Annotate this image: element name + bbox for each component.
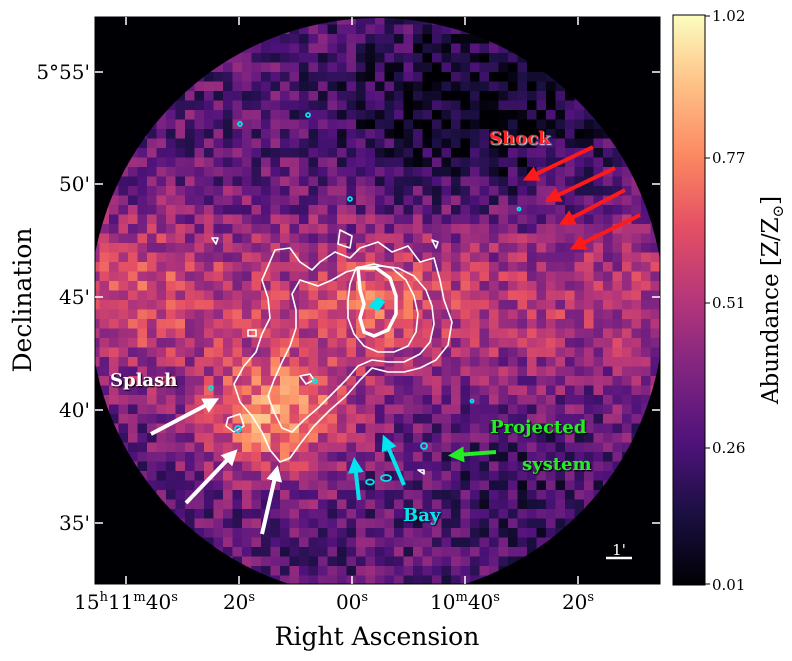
- shock-arrow-2: [544, 166, 616, 202]
- contour-blob-5: [247, 329, 257, 337]
- y-tick-label: 5°55': [36, 60, 90, 84]
- abundance-pixel-map: [95, 18, 660, 584]
- x-tick-labels: 15h11m40s 20s 00s 10m40s 20s: [74, 590, 594, 614]
- xray-contours: [211, 229, 453, 475]
- projected-label-line1: Projected: [490, 417, 587, 438]
- x-axis-title: Right Ascension: [275, 622, 480, 651]
- colorbar-tick-label: 0.77: [712, 149, 745, 167]
- colorbar-tick-label: 1.02: [712, 7, 745, 25]
- y-tick-label: 35': [59, 511, 90, 535]
- contour-outer: [233, 241, 453, 463]
- projected-label-line2: system: [522, 454, 592, 475]
- colorbar-tick-label: 0.51: [712, 294, 745, 312]
- shock-label: Shock: [489, 128, 551, 149]
- projected-arrow: [448, 446, 497, 463]
- contour-blob-2: [225, 413, 245, 433]
- y-tick-label: 45': [59, 285, 90, 309]
- colorbar-title: Abundance [Z/Z⊙]: [758, 196, 787, 405]
- shock-arrow-1: [522, 145, 594, 181]
- splash-arrow-2: [184, 449, 238, 505]
- x-tick-label: 00s: [336, 590, 368, 614]
- contour-core: [356, 266, 398, 338]
- scale-bar-label: 1': [612, 541, 626, 559]
- annotation-labels: Shock Splash Projected system Bay: [110, 128, 592, 526]
- x-tick-label: 10m40s: [430, 590, 500, 614]
- contour-blob-6: [431, 239, 439, 249]
- x-tick-label: 20s: [562, 590, 594, 614]
- bay-arrow-2: [381, 434, 406, 486]
- y-tick-label: 50': [59, 172, 90, 196]
- contour-blob-4: [417, 469, 425, 475]
- colorbar-tick-label: 0.01: [712, 576, 745, 594]
- cyan-point-sources: [208, 112, 522, 486]
- map-frame: [94, 16, 661, 585]
- y-tick-label: 40': [59, 398, 90, 422]
- colorbar-gradient: [672, 14, 706, 586]
- contour-inner: [347, 263, 419, 353]
- x-tick-label: 15h11m40s: [74, 590, 178, 614]
- shock-arrow-3: [558, 188, 626, 225]
- bay-label: Bay: [403, 505, 441, 526]
- annotation-arrows: [150, 145, 641, 535]
- axis-ticks: [95, 17, 660, 584]
- contour-ring: [337, 229, 353, 249]
- y-tick-labels: 5°55' 50' 45' 40' 35': [36, 60, 90, 535]
- y-axis-title: Declination: [8, 227, 37, 372]
- shock-arrow-4: [569, 213, 641, 250]
- colorbar: 1.02 0.77 0.51 0.26 0.01 Abundance [Z/Z⊙…: [672, 7, 787, 594]
- bay-arrow-1: [347, 457, 364, 501]
- splash-arrow-3: [260, 465, 283, 535]
- x-tick-label: 20s: [223, 590, 255, 614]
- splash-arrow-1: [150, 398, 220, 436]
- colorbar-tick-label: 0.26: [712, 439, 745, 457]
- scale-bar: 1': [606, 541, 632, 560]
- splash-label: Splash: [110, 370, 177, 391]
- contour-blob-1: [211, 237, 219, 245]
